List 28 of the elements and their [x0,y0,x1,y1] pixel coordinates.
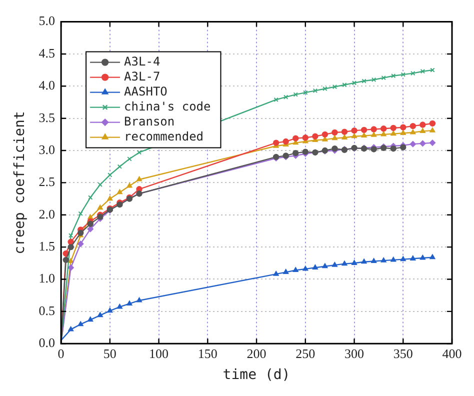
y-tick-label: 2.0 [38,206,56,222]
x-tick-label: 100 [149,346,169,361]
y-tick-label: 4.5 [38,45,56,60]
legend-label: A3L-7 [124,69,160,84]
legend-label: AASHTO [124,84,168,98]
y-tick-label: 0.0 [38,335,56,350]
x-tick-label: 350 [393,346,413,361]
y-tick-label: 4.0 [38,78,56,93]
legend-label: recommended [124,129,204,144]
x-axis-title: time (d) [222,367,290,384]
x-tick-label: 150 [198,346,218,361]
x-tick-label: 250 [296,346,316,361]
x-tick-label: 400 [442,346,462,361]
y-tick-label: 5.0 [38,13,56,28]
y-tick-label: 3.0 [38,142,56,157]
legend-label: A3L-4 [124,54,160,68]
y-tick-label: 1.5 [38,238,56,254]
x-tick-label: 50 [103,346,116,361]
x-tick-label: 200 [246,346,266,361]
y-tick-label: 0.5 [38,302,56,318]
y-tick-label: 1.0 [38,270,56,286]
x-tick-label: 0 [58,346,64,361]
x-tick-label: 300 [344,346,364,361]
y-tick-label: 3.5 [38,110,56,125]
y-axis-title: creep coefficient [12,111,28,254]
y-tick-label: 2.5 [38,174,56,190]
legend-label: china's code [124,99,211,114]
legend-label: Branson [124,114,175,128]
